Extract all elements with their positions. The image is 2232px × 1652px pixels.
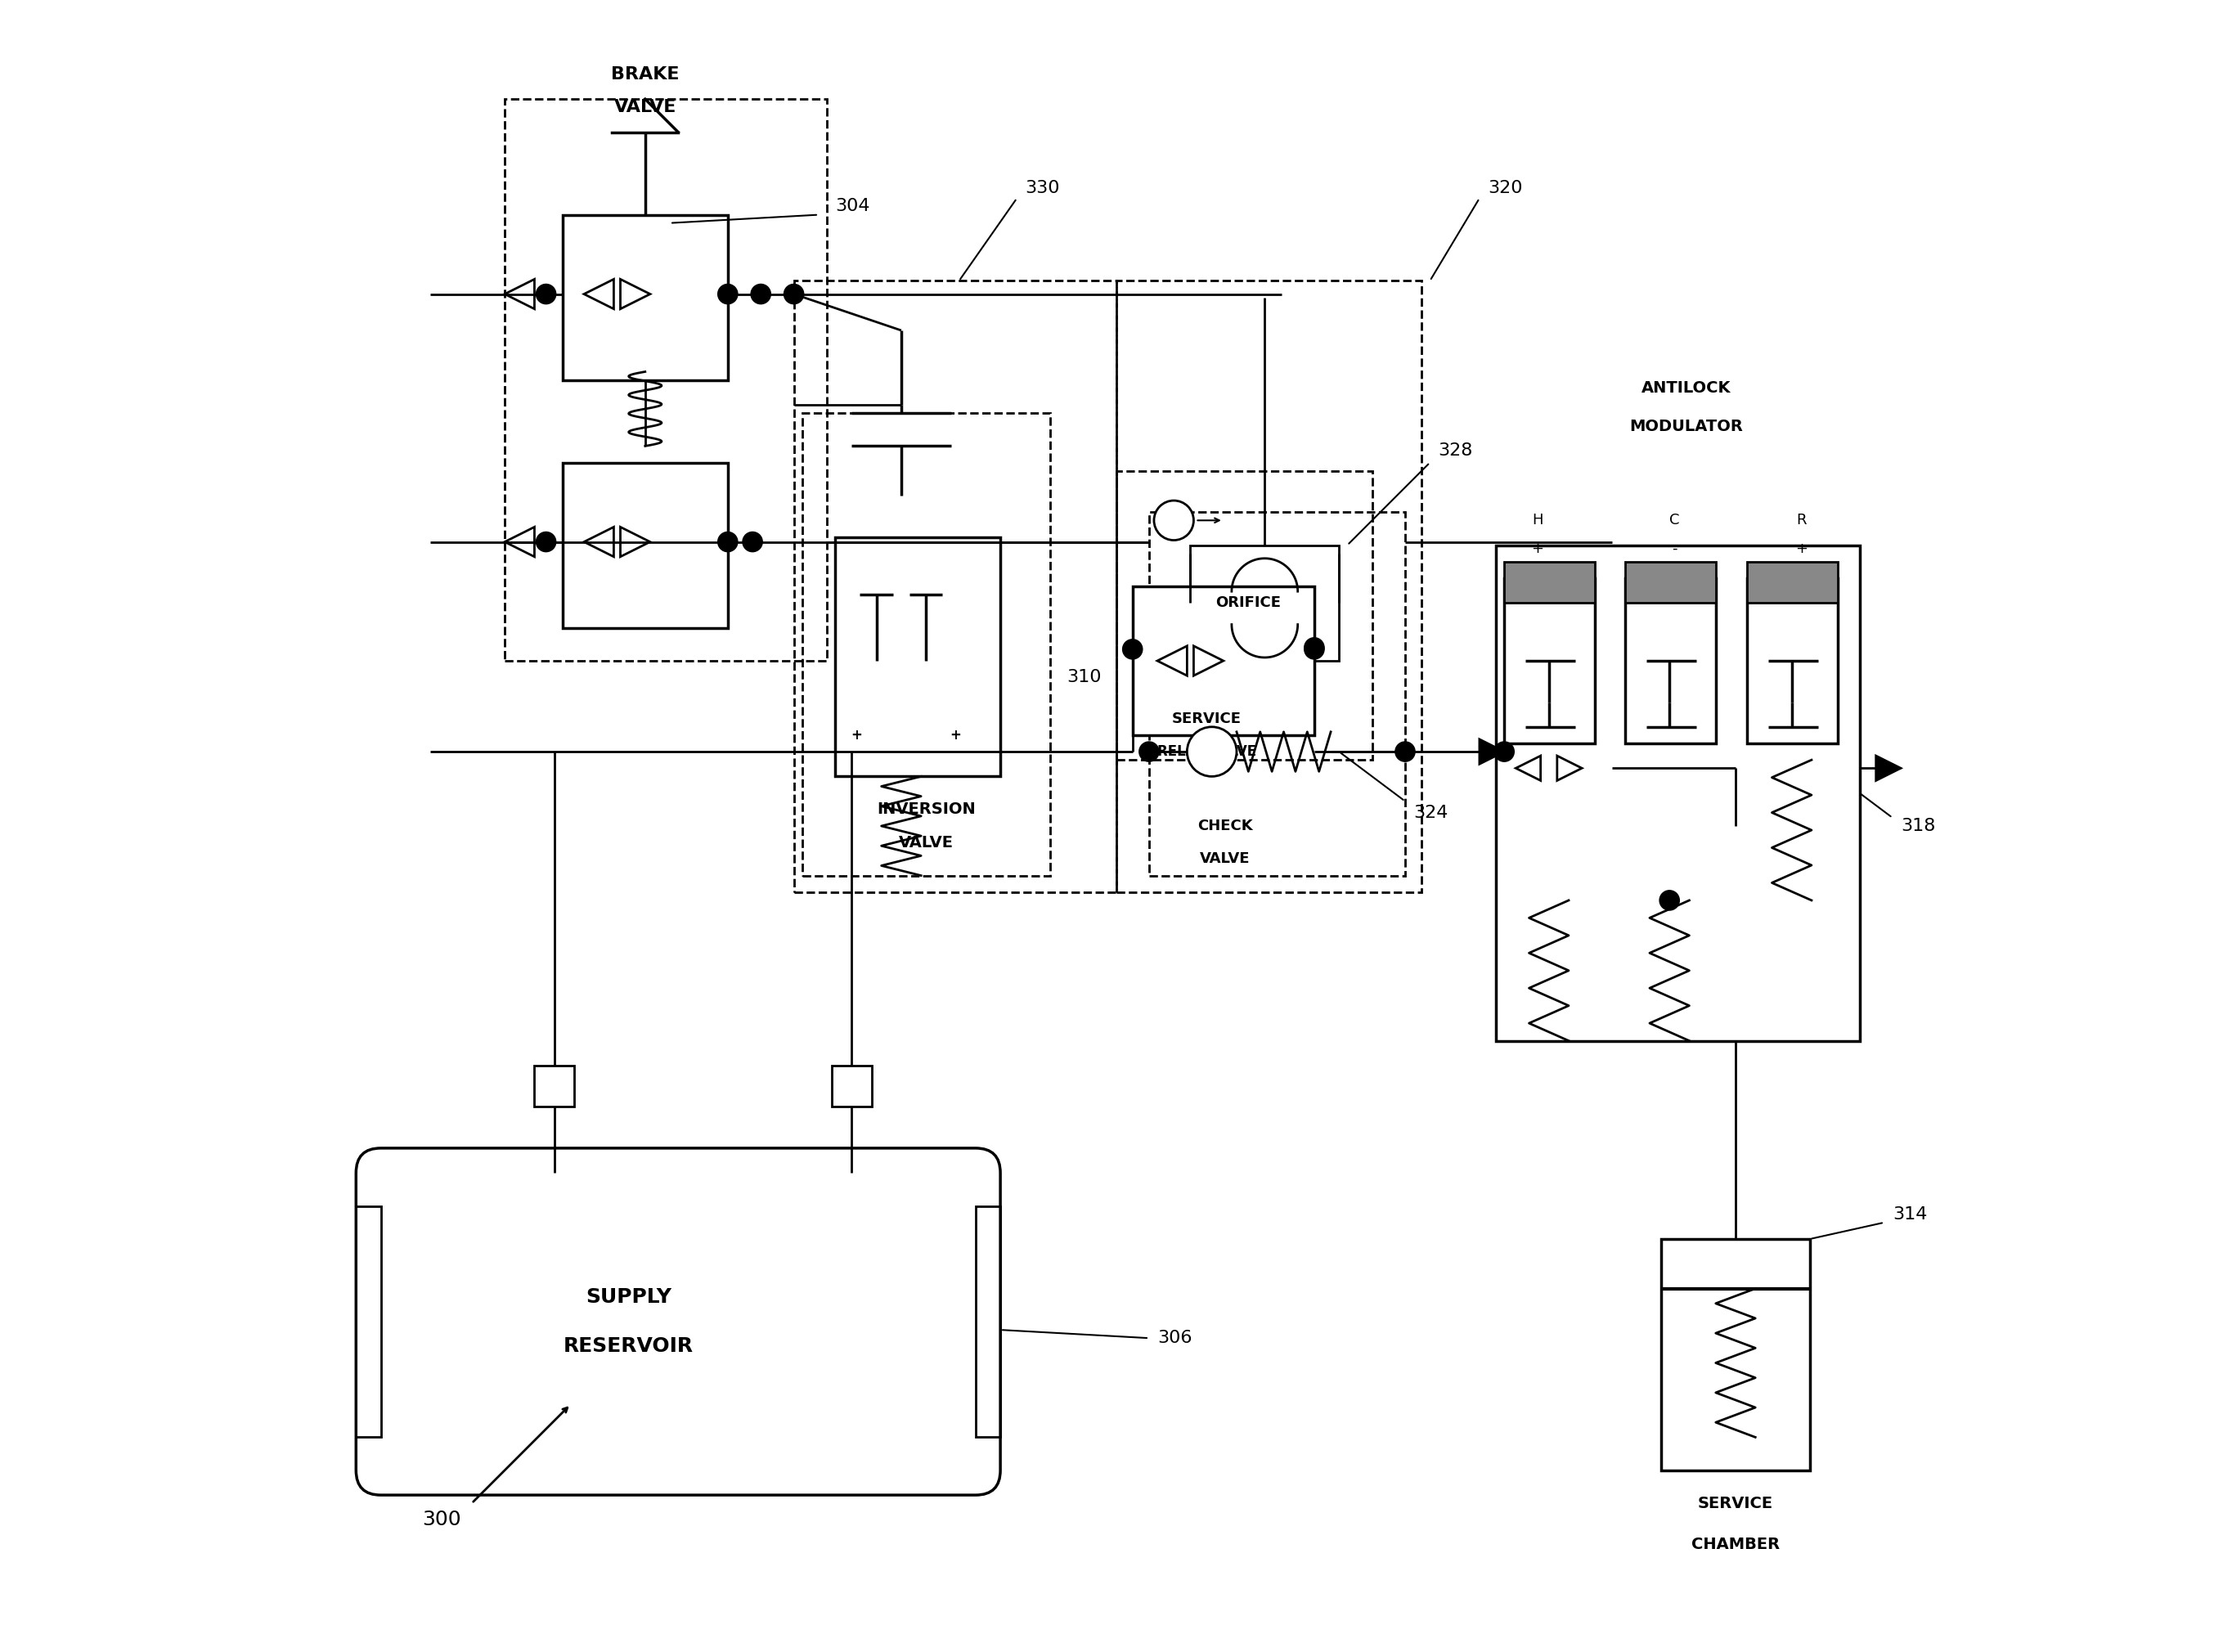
- Text: INVERSION: INVERSION: [877, 801, 975, 818]
- Circle shape: [1138, 742, 1158, 762]
- Text: 306: 306: [1158, 1330, 1192, 1346]
- FancyBboxPatch shape: [562, 463, 728, 628]
- Text: C: C: [1670, 514, 1678, 527]
- Text: SERVICE: SERVICE: [1172, 712, 1241, 725]
- Circle shape: [1123, 639, 1143, 659]
- Circle shape: [719, 284, 737, 304]
- Text: 318: 318: [1902, 818, 1935, 834]
- Circle shape: [1154, 501, 1194, 540]
- Text: +: +: [1531, 542, 1542, 555]
- Text: ORIFICE: ORIFICE: [1216, 596, 1281, 610]
- Circle shape: [1661, 890, 1678, 910]
- FancyBboxPatch shape: [835, 537, 1000, 776]
- Text: CHECK: CHECK: [1196, 819, 1252, 833]
- FancyBboxPatch shape: [1190, 545, 1339, 661]
- Polygon shape: [585, 527, 614, 557]
- Text: RESERVOIR: RESERVOIR: [562, 1336, 694, 1356]
- Bar: [504, 99, 826, 661]
- Text: +: +: [951, 729, 962, 742]
- Polygon shape: [620, 527, 650, 557]
- Text: 300: 300: [422, 1510, 462, 1530]
- Text: RELAY VALVE: RELAY VALVE: [1158, 745, 1257, 758]
- Circle shape: [783, 284, 804, 304]
- Text: H: H: [1531, 514, 1542, 527]
- Bar: [1149, 512, 1406, 876]
- Text: MODULATOR: MODULATOR: [1629, 418, 1743, 434]
- Text: VALVE: VALVE: [1201, 852, 1250, 866]
- Bar: [357, 1206, 382, 1437]
- Text: 324: 324: [1413, 805, 1449, 821]
- FancyBboxPatch shape: [533, 1066, 574, 1107]
- Polygon shape: [1480, 740, 1504, 763]
- Polygon shape: [1558, 757, 1582, 780]
- Text: 330: 330: [1024, 180, 1060, 197]
- FancyBboxPatch shape: [1132, 586, 1315, 735]
- Polygon shape: [1158, 646, 1187, 676]
- Text: BRAKE: BRAKE: [612, 66, 679, 83]
- FancyBboxPatch shape: [1748, 578, 1837, 743]
- Text: 328: 328: [1437, 443, 1473, 459]
- Polygon shape: [1516, 757, 1540, 780]
- FancyBboxPatch shape: [1495, 545, 1859, 1041]
- FancyBboxPatch shape: [1748, 562, 1837, 603]
- Text: SERVICE: SERVICE: [1699, 1495, 1772, 1512]
- FancyBboxPatch shape: [1661, 1239, 1810, 1470]
- Circle shape: [1395, 742, 1415, 762]
- FancyBboxPatch shape: [1625, 578, 1716, 743]
- Text: R: R: [1797, 514, 1806, 527]
- FancyBboxPatch shape: [1504, 562, 1596, 603]
- Bar: [1116, 281, 1422, 892]
- Text: SUPPLY: SUPPLY: [585, 1287, 672, 1307]
- Bar: [795, 281, 1116, 892]
- Bar: [975, 1206, 1000, 1437]
- FancyBboxPatch shape: [562, 215, 728, 380]
- Polygon shape: [620, 279, 650, 309]
- Circle shape: [750, 284, 770, 304]
- Polygon shape: [585, 279, 614, 309]
- Circle shape: [536, 284, 556, 304]
- Text: ANTILOCK: ANTILOCK: [1641, 380, 1730, 396]
- FancyBboxPatch shape: [1504, 578, 1596, 743]
- Text: 314: 314: [1893, 1206, 1926, 1222]
- Polygon shape: [1875, 757, 1902, 780]
- Polygon shape: [1194, 646, 1223, 676]
- Circle shape: [719, 532, 737, 552]
- Polygon shape: [504, 279, 533, 309]
- Circle shape: [743, 532, 763, 552]
- Polygon shape: [504, 527, 533, 557]
- Circle shape: [1303, 638, 1324, 657]
- Text: CHAMBER: CHAMBER: [1692, 1536, 1779, 1553]
- Bar: [1116, 471, 1373, 760]
- Text: -: -: [1672, 542, 1676, 555]
- Text: +: +: [1795, 542, 1808, 555]
- Circle shape: [1187, 727, 1237, 776]
- Text: 320: 320: [1489, 180, 1522, 197]
- Bar: [801, 413, 1049, 876]
- Circle shape: [1303, 639, 1324, 659]
- Text: +: +: [850, 729, 862, 742]
- Circle shape: [1495, 742, 1513, 762]
- Text: 304: 304: [835, 198, 870, 215]
- FancyBboxPatch shape: [357, 1148, 1000, 1495]
- FancyBboxPatch shape: [1625, 562, 1716, 603]
- Text: VALVE: VALVE: [614, 99, 676, 116]
- Text: VALVE: VALVE: [899, 834, 953, 851]
- FancyBboxPatch shape: [833, 1066, 870, 1107]
- Circle shape: [536, 532, 556, 552]
- Text: 310: 310: [1067, 669, 1100, 686]
